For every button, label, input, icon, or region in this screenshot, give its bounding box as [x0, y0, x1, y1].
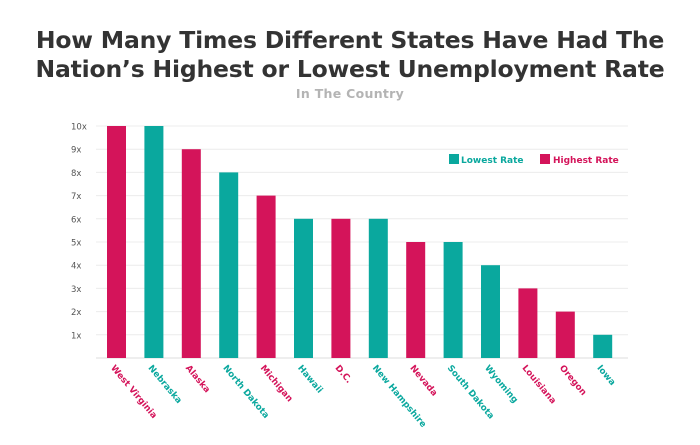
y-tick-label-9: 9x: [71, 146, 81, 156]
x-tick-label-alaska: Alaska: [183, 364, 212, 396]
legend-label-highest: Highest Rate: [553, 156, 619, 166]
x-tick-label-hawaii: Hawaii: [295, 364, 324, 396]
bar-michigan: [256, 195, 276, 358]
bar-alaska: [181, 149, 201, 358]
bar-south-dakota: [443, 242, 463, 358]
chart-title-line-2: Nation’s Highest or Lowest Unemployment …: [35, 55, 665, 83]
chart-title: How Many Times Different States Have Had…: [0, 26, 700, 84]
bar-west-virginia: [107, 126, 126, 358]
x-tick-label-wyoming: Wyoming: [482, 364, 519, 406]
y-tick-label-1: 1x: [71, 331, 81, 341]
x-tick-label-louisiana: Louisiana: [520, 364, 558, 407]
bar-louisiana: [518, 288, 538, 358]
bar-new-hampshire: [368, 218, 388, 358]
bar-iowa: [593, 334, 613, 358]
legend-label-lowest: Lowest Rate: [461, 156, 524, 166]
y-tick-label-2: 2x: [71, 308, 81, 318]
bar-nevada: [406, 242, 426, 358]
chart-subtitle: In The Country: [295, 86, 405, 101]
x-tick-label-d-c: D.C.: [333, 364, 354, 386]
bar-d-c: [331, 218, 351, 358]
x-tick-label-iowa: Iowa: [594, 364, 617, 388]
x-tick-label-michigan: Michigan: [258, 364, 294, 405]
y-tick-label-8: 8x: [71, 169, 81, 179]
bar-north-dakota: [219, 172, 239, 358]
y-tick-label-5: 5x: [71, 239, 81, 249]
bar-wyoming: [481, 265, 500, 358]
legend-swatch-highest: [540, 154, 550, 164]
y-tick-label-6: 6x: [71, 215, 81, 225]
legend-swatch-lowest: [449, 154, 459, 164]
bar-oregon: [555, 311, 575, 358]
y-tick-label-3: 3x: [71, 285, 81, 295]
x-tick-label-oregon: Oregon: [557, 364, 588, 398]
bar-hawaii: [294, 218, 313, 358]
bar-nebraska: [144, 126, 164, 358]
x-tick-label-nevada: Nevada: [407, 364, 439, 399]
y-tick-label-4: 4x: [71, 262, 81, 272]
y-tick-label-7: 7x: [71, 192, 81, 202]
x-tick-label-nebraska: Nebraska: [146, 364, 184, 406]
y-tick-label-10: 10x: [71, 123, 87, 133]
chart-title-line-1: How Many Times Different States Have Had…: [35, 26, 665, 54]
